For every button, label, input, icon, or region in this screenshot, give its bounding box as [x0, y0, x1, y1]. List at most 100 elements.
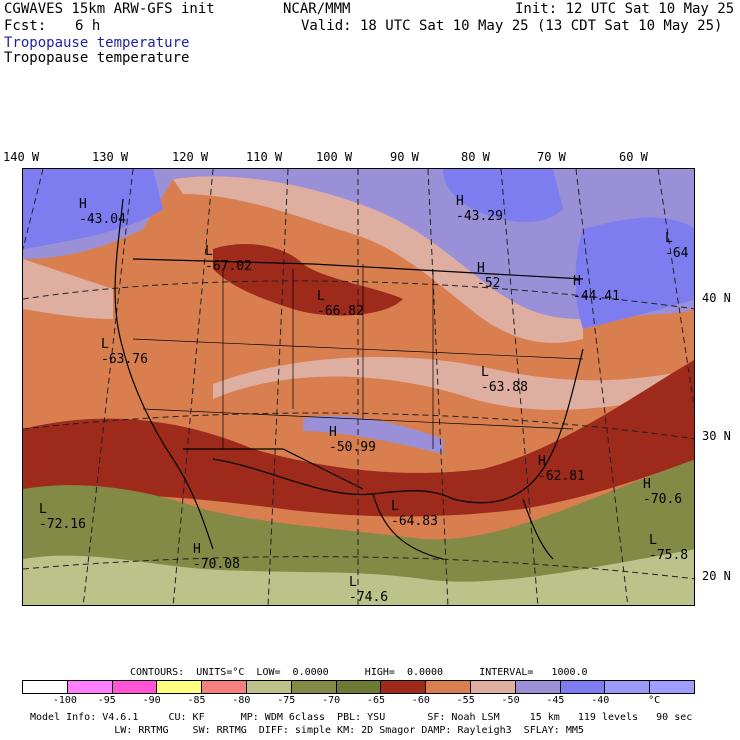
coastline: [522, 498, 554, 560]
colorbar-tick-label: -50: [501, 695, 520, 706]
field-shading: [23, 259, 113, 319]
colorbar-swatch: [470, 681, 516, 693]
pressure-center: L -64: [665, 231, 688, 261]
colorbar-swatch: [560, 681, 606, 693]
contours-info: CONTOURS: UNITS=°C LOW= 0.0000 HIGH= 0.0…: [130, 667, 588, 678]
grid-line: [575, 169, 629, 605]
field-shading: [213, 244, 403, 316]
grid-line: [172, 169, 214, 605]
field-title-black: Tropopause temperature: [4, 50, 190, 66]
pressure-center: L -66.82: [317, 289, 364, 319]
center-letter: L: [205, 244, 213, 259]
center-letter: L: [317, 289, 325, 304]
org-label: NCAR/MMM: [283, 1, 351, 17]
center-letter: H: [538, 454, 546, 469]
lat-label: 20 N: [702, 569, 731, 583]
coastline: [114, 198, 214, 550]
model-info: Model Info: V4.6.1 CU: KF MP: WDM 6class…: [30, 712, 693, 723]
center-letter: L: [649, 533, 657, 548]
colorbar-tick-label: -85: [187, 695, 206, 706]
grid-line: [657, 169, 694, 410]
field-shading: [213, 357, 694, 410]
colorbar-tick-label: -90: [142, 695, 161, 706]
border-line: [132, 258, 584, 280]
center-letter: H: [643, 477, 651, 492]
colorbar-tick-label: -80: [232, 695, 251, 706]
lon-label: 110 W: [246, 150, 283, 164]
pressure-center: L -67.02: [205, 244, 252, 274]
physics-info: LW: RRTMG SW: RRTMG DIFF: simple KM: 2D …: [30, 725, 584, 736]
lon-label: 100 W: [316, 150, 353, 164]
center-value: -50.99: [329, 440, 376, 455]
colorbar-tick-label: -40: [591, 695, 610, 706]
lon-label: 90 W: [390, 150, 419, 164]
center-value: -70.08: [193, 557, 240, 572]
colorbar-swatch: [336, 681, 382, 693]
pressure-center: H -44.41: [573, 274, 620, 304]
border-line: [183, 448, 364, 490]
field-title-blue: Tropopause temperature: [4, 35, 190, 51]
state-border: [222, 264, 434, 449]
colorbar-tick-label: -45: [546, 695, 565, 706]
field-shading: [303, 415, 443, 454]
center-letter: H: [79, 197, 87, 212]
colorbar-swatch: [23, 681, 68, 693]
pressure-center: H -70.08: [193, 542, 240, 572]
center-value: -43.04: [79, 212, 126, 227]
lon-label: 80 W: [461, 150, 490, 164]
center-value: -74.6: [349, 590, 389, 605]
colorbar-tick-label: -55: [456, 695, 475, 706]
colorbar-swatch: [381, 681, 427, 693]
state-border: [132, 338, 584, 430]
colorbar-swatch: [112, 681, 158, 693]
center-letter: H: [329, 425, 337, 440]
colorbar-tick-label: -100: [52, 695, 77, 706]
center-letter: L: [665, 231, 673, 246]
lat-label: 40 N: [702, 291, 731, 305]
center-value: -62.81: [538, 469, 585, 484]
center-value: -75.8: [649, 548, 689, 563]
colorbar-swatch: [67, 681, 113, 693]
center-value: -66.82: [317, 304, 364, 319]
colorbar-tick-label: -65: [366, 695, 385, 706]
center-value: -43.29: [456, 209, 503, 224]
colorbar-tick-label: -75: [277, 695, 296, 706]
forecast-hour: 6 h: [75, 18, 101, 34]
center-letter: L: [481, 365, 489, 380]
center-value: -70.6: [643, 492, 683, 507]
pressure-center: L -75.8: [649, 533, 688, 563]
center-value: -67.02: [205, 259, 252, 274]
center-letter: L: [101, 337, 109, 352]
center-letter: L: [349, 575, 357, 590]
map-canvas: [23, 169, 694, 605]
grid-line: [23, 556, 694, 580]
forecast-label: Fcst:: [4, 18, 47, 34]
pressure-center: L -64.83: [391, 499, 438, 529]
colorbar-tick-label: -95: [97, 695, 116, 706]
field-shading: [23, 169, 163, 249]
lon-label: 120 W: [172, 150, 209, 164]
field-shading: [23, 360, 694, 517]
colorbar-swatch: [202, 681, 247, 693]
center-letter: H: [573, 274, 581, 289]
center-value: -44.41: [573, 289, 620, 304]
pressure-center: L -63.88: [481, 365, 528, 395]
pressure-center: H -52: [477, 261, 500, 291]
valid-time: Valid: 18 UTC Sat 10 May 25 (13 CDT Sat …: [301, 18, 723, 34]
field-shading: [23, 549, 694, 605]
pressure-center: H -50.99: [329, 425, 376, 455]
center-value: -63.88: [481, 380, 528, 395]
colorbar-swatch: [515, 681, 561, 693]
center-value: -63.76: [101, 352, 148, 367]
grid-line: [82, 169, 134, 605]
colorbar-tick-label: -70: [322, 695, 341, 706]
lon-label: 140 W: [3, 150, 40, 164]
grid-line: [23, 412, 694, 440]
coastline: [212, 348, 584, 504]
pressure-center: H -62.81: [538, 454, 585, 484]
pressure-center: L -72.16: [39, 502, 86, 532]
center-letter: H: [193, 542, 201, 557]
grid-line: [500, 169, 539, 605]
grid-line: [427, 169, 449, 605]
lat-label: 30 N: [702, 429, 731, 443]
